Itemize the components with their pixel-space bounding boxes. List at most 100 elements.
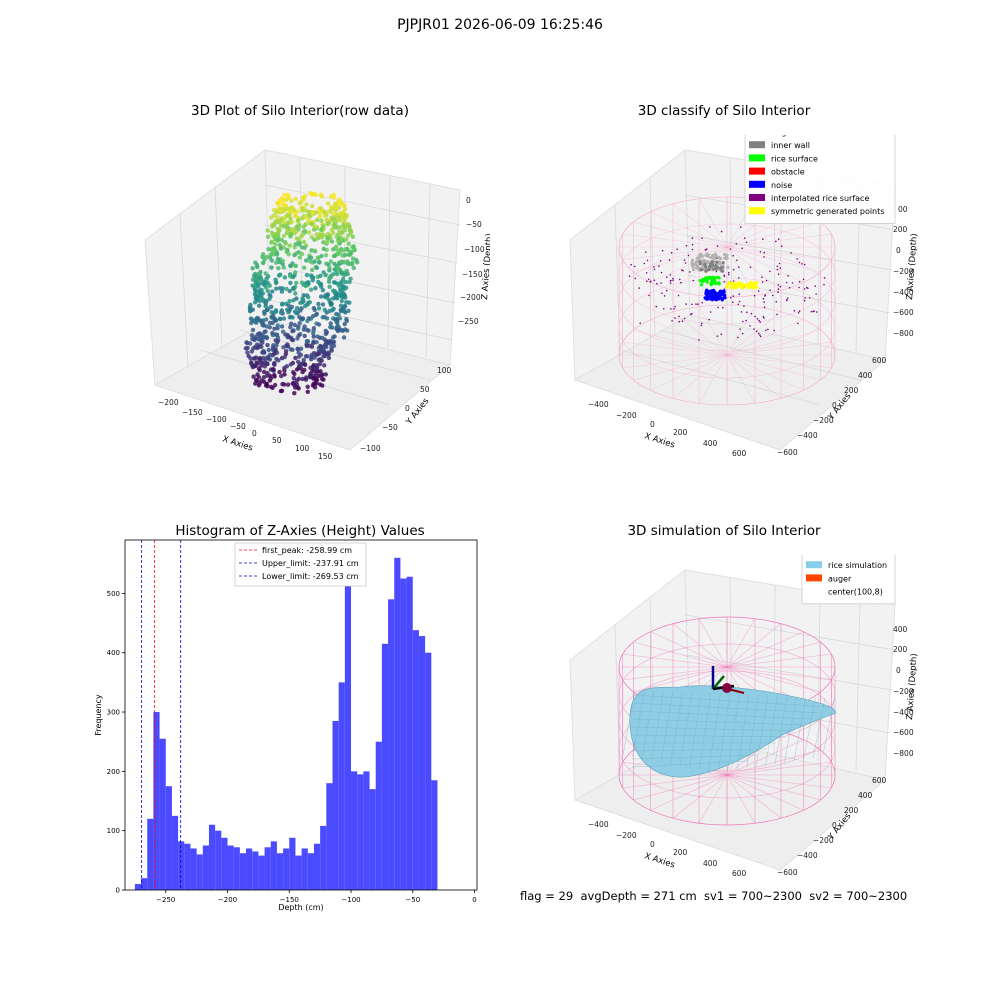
raw-point xyxy=(279,196,285,201)
raw-point xyxy=(257,381,263,386)
silo-spoke xyxy=(726,246,832,261)
silo-spoke xyxy=(622,246,728,261)
histogram-bars xyxy=(134,557,438,890)
classify-interpolated-point xyxy=(633,265,636,268)
classify-interpolated-point xyxy=(738,293,741,295)
raw-point xyxy=(330,206,335,211)
raw-point xyxy=(285,194,291,199)
classify-xtick: 600 xyxy=(732,449,747,458)
raw-point xyxy=(303,303,308,309)
classify-interpolated-point xyxy=(804,297,806,299)
classify-interpolated-point xyxy=(656,282,658,285)
classify-cluster-point xyxy=(714,282,718,286)
histogram-chart[interactable]: −250 −200 −150 −100 −50 0 0 100 200 300 400 500 De… xyxy=(85,535,490,915)
raw-xtick: 100 xyxy=(295,444,310,453)
silo-spoke xyxy=(672,311,728,356)
raw-point xyxy=(294,378,300,383)
raw-point xyxy=(344,237,349,242)
raw-point xyxy=(326,279,332,284)
rice-mesh-line xyxy=(631,710,813,720)
classify-z-ticks: 00 200 0 −200 −400 −600 −800 xyxy=(893,205,914,338)
raw-point xyxy=(278,246,283,251)
raw-point xyxy=(335,296,340,301)
raw-point xyxy=(320,335,325,340)
raw-point xyxy=(281,206,287,211)
raw-point xyxy=(310,210,315,216)
raw-point xyxy=(294,367,300,372)
classify-interpolated-point xyxy=(788,287,791,289)
raw-point xyxy=(317,214,322,220)
raw-point xyxy=(296,364,302,369)
simulation-x-ticks: −400 −200 0 200 400 600 xyxy=(588,820,747,878)
histogram-bar xyxy=(332,720,339,890)
histogram-bar xyxy=(159,738,166,890)
classify-ztick: 200 xyxy=(893,225,908,234)
raw-point xyxy=(303,283,308,289)
silo-spoke xyxy=(726,246,782,291)
classify-ytick: −600 xyxy=(777,448,798,457)
silo-spoke xyxy=(726,354,756,404)
histogram-legend-label: Lower_limit: -269.53 cm xyxy=(262,572,359,581)
raw-point xyxy=(328,259,334,264)
raw-point xyxy=(314,340,319,345)
raw-point xyxy=(329,239,335,244)
raw-point xyxy=(292,322,297,328)
classify-interpolated-point xyxy=(638,287,640,289)
raw-point xyxy=(339,298,344,304)
raw-point xyxy=(259,287,264,292)
rice-mesh-line xyxy=(803,697,816,760)
simulation-ztick: 400 xyxy=(893,625,908,634)
classify-interpolated-point xyxy=(740,226,742,228)
raw-point xyxy=(319,194,325,199)
classify-interpolated-point xyxy=(672,277,674,280)
raw-point xyxy=(260,350,265,355)
raw-point xyxy=(327,308,332,314)
legend-swatch xyxy=(806,561,822,569)
classify-interpolated-point xyxy=(669,282,672,284)
simulation-3d-plot[interactable]: −400 −200 0 200 400 600 X Axies 600 400 … xyxy=(560,555,920,885)
silo-spoke xyxy=(633,641,728,668)
raw-point xyxy=(329,301,334,307)
raw-point xyxy=(296,226,301,232)
raw-point xyxy=(297,200,302,206)
raw-point xyxy=(266,247,271,252)
classify-interpolated-point xyxy=(729,296,732,299)
raw-point xyxy=(264,381,269,387)
histogram-bar xyxy=(227,845,234,890)
raw-point xyxy=(338,287,343,292)
classify-x-ticks: −400 −200 0 200 400 600 xyxy=(588,400,747,458)
classify-interpolated-point xyxy=(639,322,641,324)
histogram-frame xyxy=(124,539,478,891)
classify-interpolated-point xyxy=(775,301,778,303)
classify-interpolated-point xyxy=(777,288,780,290)
raw-3d-plot[interactable]: −200 −150 −100 −50 0 50 100 150 X Axies … xyxy=(130,135,490,465)
raw-point xyxy=(343,214,349,220)
raw-point xyxy=(303,214,308,220)
histogram-bar xyxy=(344,581,352,890)
raw-point xyxy=(257,331,262,336)
silo-spoke xyxy=(698,354,728,404)
silo-spoke xyxy=(650,319,728,356)
raw-point xyxy=(274,260,279,265)
classify-cluster-point xyxy=(704,260,708,264)
raw-point xyxy=(323,240,328,246)
raw-point xyxy=(310,267,315,273)
simulation-ytick: −200 xyxy=(813,836,834,845)
raw-point xyxy=(312,259,317,264)
raw-point xyxy=(270,239,275,244)
silo-spoke xyxy=(726,653,832,668)
classify-ytick: 600 xyxy=(872,356,887,365)
raw-point xyxy=(284,286,289,292)
classify-interpolated-point xyxy=(634,277,637,280)
classify-cluster-point xyxy=(704,269,708,273)
classify-interpolated-point xyxy=(668,259,671,261)
raw-point xyxy=(331,192,336,198)
classify-interpolated-point xyxy=(786,299,788,302)
histogram-bar xyxy=(338,682,345,890)
raw-point xyxy=(319,284,324,289)
classify-cluster-point xyxy=(727,281,731,285)
histogram-xlabel: Depth (cm) xyxy=(278,903,323,912)
silo-spoke xyxy=(726,749,821,776)
classify-3d-plot[interactable]: −400 −200 0 200 400 600 X Axies 600 400 … xyxy=(560,135,920,465)
histogram-bar xyxy=(270,841,277,890)
